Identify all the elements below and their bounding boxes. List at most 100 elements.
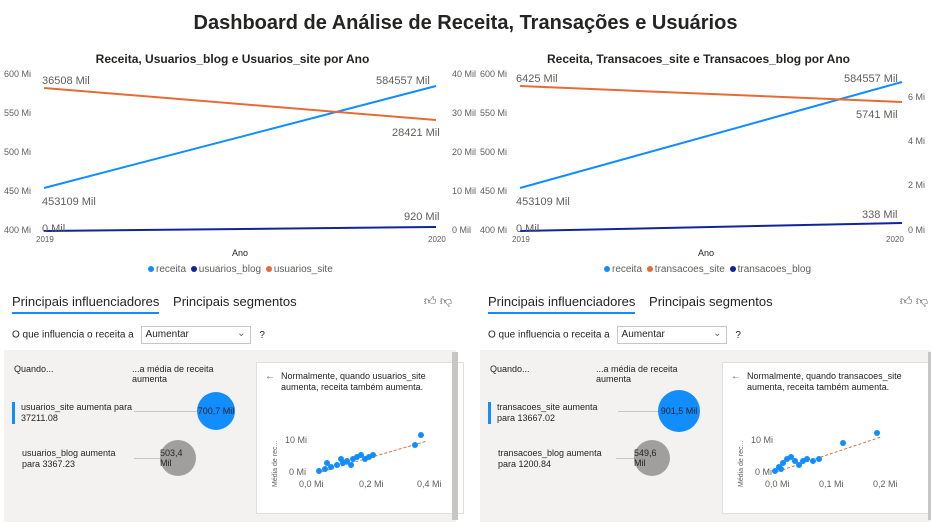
connector-line	[134, 458, 160, 459]
x-axis-label: Ano	[232, 248, 248, 258]
y2-tick: 30 Mil	[452, 108, 476, 118]
x-tick: 2019	[512, 235, 530, 244]
chart-title: Receita, Transacoes_site e Transacoes_bl…	[546, 52, 850, 66]
influence-bubble[interactable]: 901,5 Mil	[658, 390, 700, 432]
question-label: O que influencia o receita a	[488, 329, 610, 341]
tab-principais-segmentos[interactable]: Principais segmentos	[173, 294, 297, 309]
tab-principais-segmentos[interactable]: Principais segmentos	[649, 294, 773, 309]
thumbs-up-icon[interactable]: 👍︎	[899, 294, 913, 308]
feedback-icons: 👍︎ 👎︎	[900, 294, 928, 309]
direction-select[interactable]: Aumentar ⌄	[140, 326, 251, 344]
scatter-x-tick: 0,1 Mi	[819, 479, 844, 489]
connector-line	[618, 411, 658, 412]
legend-item-receita[interactable]: receita	[148, 264, 186, 275]
influencer-item[interactable]: transacoes_blog aumenta para 1200.84	[498, 448, 602, 469]
legend-item-receita[interactable]: receita	[604, 264, 642, 275]
scatter-y-label: Média de rec...	[272, 441, 279, 487]
scrollbar[interactable]	[928, 352, 931, 520]
detail-card: ← Normalmente, quando transacoes_site au…	[722, 362, 930, 514]
y-tick: 450 Mi	[480, 186, 507, 196]
scatter-x-tick: 0,2 Mi	[873, 479, 898, 489]
scatter-y-tick: 10 Mi	[285, 435, 307, 445]
chart-legend: receita transacoes_site transacoes_blog	[604, 264, 813, 275]
data-label: 36508 Mil	[42, 75, 90, 87]
y-tick: 400 Mi	[480, 225, 507, 235]
y-tick: 550 Mi	[4, 108, 31, 118]
scatter-x-tick: 0,4 Mi	[417, 479, 442, 489]
influence-bubble[interactable]: 503,4 Mil	[160, 440, 196, 476]
influencer-item[interactable]: usuarios_blog aumenta para 3367.23	[22, 448, 116, 469]
y-tick: 600 Mi	[4, 69, 31, 79]
chevron-down-icon: ⌄	[713, 328, 722, 339]
y2-tick: 0 Mi	[908, 225, 925, 235]
key-influencers-visual: Principais influenciadores Principais se…	[0, 290, 464, 524]
influence-bubble[interactable]: 700,7 Mil	[197, 392, 235, 430]
line-chart-transacoes[interactable]: Receita, Transacoes_site e Transacoes_bl…	[466, 48, 931, 288]
tab-principais-influenciadores[interactable]: Principais influenciadores	[12, 294, 160, 314]
column-header-when: Quando...	[14, 364, 54, 374]
y2-tick: 0 Mil	[452, 225, 471, 235]
data-label: 338 Mil	[862, 209, 897, 221]
data-label: 0 Mil	[516, 223, 539, 235]
help-icon[interactable]: ?	[735, 329, 741, 341]
scatter-x-tick: 0,0 Mi	[299, 479, 324, 489]
influencer-item-selected[interactable]: usuarios_site aumenta para 37211.08	[12, 402, 136, 424]
series-usuarios-site-line	[43, 87, 437, 121]
back-arrow-icon[interactable]: ←	[265, 371, 275, 382]
y-tick: 400 Mi	[4, 225, 31, 235]
chart-svg: 600 Mi 550 Mi 500 Mi 450 Mi 400 Mi 40 Mi…	[4, 69, 476, 258]
column-header-when: Quando...	[490, 364, 530, 374]
series-receita-line	[519, 81, 903, 189]
detail-card: ← Normalmente, quando usuarios_site aume…	[256, 362, 464, 514]
question-label: O que influencia o receita a	[12, 329, 134, 341]
y-tick: 500 Mi	[4, 147, 31, 157]
x-axis-label: Ano	[698, 248, 714, 258]
series-transacoes-site-line	[519, 85, 903, 103]
help-icon[interactable]: ?	[259, 329, 265, 341]
back-arrow-icon[interactable]: ←	[731, 371, 741, 382]
scatter-points	[772, 430, 880, 474]
series-usuarios-blog-line	[43, 226, 437, 232]
scatter-plot: Média de rec... 10 Mi 0 Mi 0,0 Mi 0,2 Mi…	[272, 432, 442, 489]
scrollbar[interactable]	[452, 352, 458, 520]
direction-select[interactable]: Aumentar ⌄	[616, 326, 727, 344]
column-header-average: ...a média de receita aumenta	[596, 364, 678, 384]
line-chart-usuarios[interactable]: Receita, Usuarios_blog e Usuarios_site p…	[0, 48, 476, 288]
trend-line	[772, 436, 882, 474]
question-row: O que influencia o receita a Aumentar ⌄ ?	[12, 326, 265, 344]
x-tick: 2020	[428, 235, 446, 244]
scatter-plot: Média de rec... 10 Mi 0 Mi 0,0 Mi 0,1 Mi…	[738, 430, 898, 489]
y2-tick: 40 Mil	[452, 69, 476, 79]
x-tick: 2019	[36, 235, 54, 244]
card-description: Normalmente, quando transacoes_site aume…	[747, 371, 902, 392]
data-label: 6425 Mil	[516, 73, 558, 85]
dashboard-title: Dashboard de Análise de Receita, Transaç…	[193, 12, 738, 34]
connector-line	[134, 411, 198, 412]
legend-item-transacoes-site[interactable]: transacoes_site	[646, 264, 725, 275]
data-label: 584557 Mil	[376, 75, 430, 87]
data-label: 0 Mil	[42, 223, 65, 235]
legend-item-usuarios-site[interactable]: usuarios_site	[265, 264, 333, 275]
data-label: 584557 Mil	[844, 73, 898, 85]
thumbs-down-icon[interactable]: 👎︎	[439, 294, 452, 308]
series-receita-line	[43, 85, 437, 189]
key-influencers-visual: Principais influenciadores Principais se…	[476, 290, 931, 524]
thumbs-up-icon[interactable]: 👍︎	[423, 294, 437, 308]
thumbs-down-icon[interactable]: 👎︎	[915, 294, 928, 308]
data-label: 453109 Mil	[42, 196, 96, 208]
y2-tick: 2 Mi	[908, 180, 925, 190]
series-transacoes-blog-line	[519, 222, 903, 232]
chart-title: Receita, Usuarios_blog e Usuarios_site p…	[95, 52, 370, 66]
chart-legend: receita usuarios_blog usuarios_site	[148, 264, 335, 275]
scatter-points	[316, 432, 424, 474]
y-tick: 600 Mi	[480, 69, 507, 79]
chevron-down-icon: ⌄	[237, 328, 246, 339]
influencer-item-selected[interactable]: transacoes_site aumenta para 13667.02	[488, 402, 604, 424]
x-tick: 2020	[886, 235, 904, 244]
feedback-icons: 👍︎ 👎︎	[424, 294, 452, 309]
influence-bubble[interactable]: 549,6 Mil	[634, 440, 670, 476]
tab-principais-influenciadores[interactable]: Principais influenciadores	[488, 294, 636, 314]
legend-item-usuarios-blog[interactable]: usuarios_blog	[190, 264, 261, 275]
legend-item-transacoes-blog[interactable]: transacoes_blog	[729, 264, 811, 275]
column-header-average: ...a média de receita aumenta	[132, 364, 214, 384]
